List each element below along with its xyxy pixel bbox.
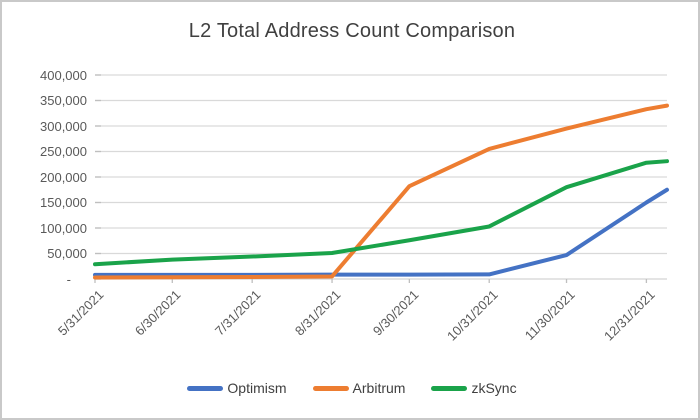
y-axis-tick-label: 100,000 <box>40 220 87 236</box>
chart-title: L2 Total Address Count Comparison <box>188 20 516 42</box>
y-axis-tick-label: 250,000 <box>40 144 87 159</box>
legend-swatch-zksync <box>431 385 468 391</box>
series-line-optimism <box>93 187 669 277</box>
series-line-arbitrum <box>93 103 669 280</box>
series-line-zksync <box>93 159 669 267</box>
legend-swatch-arbitrum <box>312 385 349 391</box>
legend-label: Arbitrum <box>352 380 406 396</box>
legend-swatch-optimism <box>187 385 224 391</box>
legend-item-optimism: Optimism <box>187 380 287 396</box>
y-axis-tick-label: 200,000 <box>40 169 87 185</box>
legend-item-zksync: zkSync <box>431 380 517 396</box>
legend-label: zkSync <box>471 380 517 396</box>
y-axis-tick-label: - <box>66 271 71 287</box>
y-axis-tick-label: 400,000 <box>40 67 87 83</box>
legend: Optimism Arbitrum zkSync <box>2 380 698 396</box>
y-axis-tick-label: 150,000 <box>40 195 87 210</box>
y-axis-tick-label: 300,000 <box>40 118 87 134</box>
legend-label: Optimism <box>227 380 287 396</box>
legend-item-arbitrum: Arbitrum <box>312 380 406 396</box>
y-axis-tick-label: 350,000 <box>40 93 87 108</box>
y-axis-tick-label: 50,000 <box>47 246 87 261</box>
